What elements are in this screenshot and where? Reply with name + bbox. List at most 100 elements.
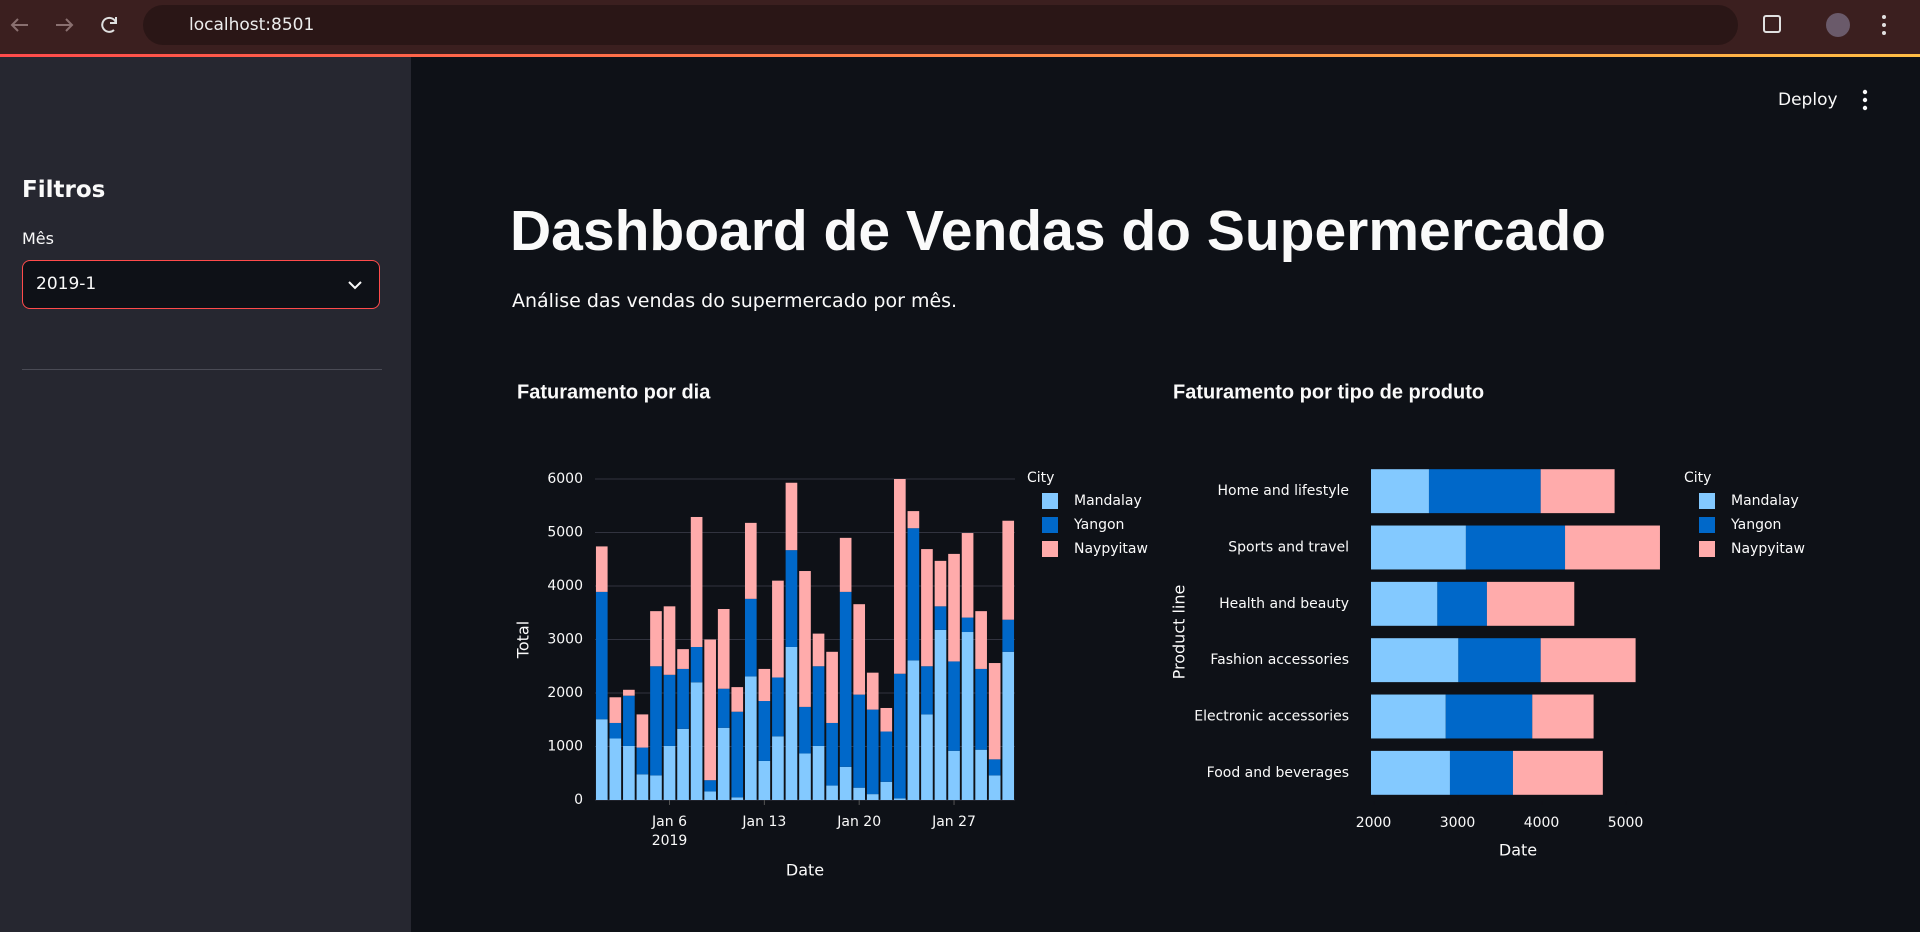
address-bar[interactable]: localhost:8501 (143, 5, 1738, 45)
bar-segment (975, 611, 987, 669)
bar-segment (799, 706, 811, 754)
bar-segment (623, 695, 635, 746)
bar-segment (839, 591, 852, 767)
bar-segment (1449, 750, 1513, 795)
bar-segment (948, 661, 960, 751)
bar-segment (623, 689, 635, 696)
bar-segment (636, 747, 649, 775)
bar-segment (948, 553, 960, 662)
bar-segment (894, 479, 906, 674)
bar-segment (948, 750, 960, 800)
bar-segment (1437, 581, 1487, 626)
browser-menu[interactable] (1882, 15, 1886, 35)
bar-segment (961, 617, 974, 633)
y-tick-label: 1000 (547, 739, 583, 755)
legend-title: City (1684, 470, 1711, 486)
y-tick-label: 5000 (547, 525, 583, 541)
legend-label: Yangon (1073, 517, 1124, 533)
legend-swatch (1042, 517, 1058, 533)
bar-segment (1371, 469, 1429, 514)
bar-segment (650, 775, 662, 800)
bar-segment (921, 714, 933, 800)
bar-segment (717, 727, 730, 800)
x-axis-label: Date (1499, 841, 1537, 860)
divider (22, 369, 382, 370)
bar-segment (1486, 581, 1575, 626)
bar-segment (704, 791, 716, 800)
legend-swatch (1699, 493, 1715, 509)
bar-segment (988, 775, 1001, 800)
y-axis-label: Total (514, 621, 533, 659)
bar-segment (677, 668, 689, 729)
y-axis-label: Product line (1170, 585, 1189, 680)
bar-segment (880, 707, 893, 732)
bar-segment (690, 516, 703, 647)
bar-segment (880, 781, 893, 800)
bar-segment (1445, 694, 1533, 739)
bar-segment (677, 728, 689, 800)
x-tick-label: Jan 13 (741, 814, 786, 830)
y-tick-label: 0 (574, 792, 583, 808)
x-tick-label: Jan 20 (836, 814, 881, 830)
bar-segment (826, 722, 838, 786)
legend-title: City (1027, 470, 1054, 486)
legend-label: Yangon (1730, 517, 1781, 533)
bar-segment (866, 709, 879, 795)
legend-swatch (1042, 541, 1058, 557)
bar-segment (880, 731, 893, 782)
main-subtitle: Análise das vendas do supermercado por m… (512, 290, 958, 312)
bar-segment (907, 660, 920, 800)
bar-segment (650, 666, 662, 776)
bar-segment (785, 646, 798, 800)
month-select[interactable]: 2019-1 (22, 260, 380, 309)
bar-segment (1002, 619, 1015, 652)
bar-segment (663, 745, 676, 800)
bar-segment (663, 674, 676, 746)
bar-segment (961, 533, 974, 618)
y-tick-label: Food and beverages (1207, 765, 1349, 781)
app-menu[interactable] (1860, 88, 1870, 112)
bar-segment (704, 780, 716, 792)
bar-segment (772, 677, 784, 737)
bar-segment (744, 676, 757, 800)
bar-segment (717, 609, 730, 689)
x-tick-label: 4000 (1524, 815, 1560, 831)
legend-label: Mandalay (1731, 493, 1799, 509)
extensions[interactable] (1763, 15, 1781, 33)
header-decoration (0, 54, 1920, 57)
reload-button[interactable] (101, 16, 117, 33)
bar-segment (636, 774, 649, 800)
back-button[interactable] (10, 18, 28, 32)
bar-segment (772, 580, 784, 678)
bar-segment (1532, 694, 1594, 739)
sidebar-title: Filtros (22, 177, 106, 203)
bar-segment (595, 719, 608, 800)
bar-segment (921, 549, 933, 667)
bar-segment (894, 673, 906, 799)
y-tick-label: Health and beauty (1219, 596, 1349, 612)
bar-segment (853, 604, 866, 695)
bar-segment (595, 546, 608, 592)
bar-segment (975, 668, 987, 750)
bar-segment (744, 522, 757, 599)
deploy-button[interactable]: Deploy (1778, 90, 1838, 110)
bar-segment (1002, 651, 1015, 800)
bar-segment (785, 550, 798, 647)
bar-segment (677, 649, 689, 669)
sidebar: Filtros Mês 2019-1 (0, 57, 411, 932)
x-tick-label: 5000 (1608, 815, 1644, 831)
bar-segment (934, 560, 947, 607)
bar-segment (853, 694, 866, 788)
forward-button[interactable] (56, 18, 74, 32)
bar-segment (839, 537, 852, 592)
select-value: 2019-1 (36, 274, 97, 294)
y-tick-label: Home and lifestyle (1218, 483, 1349, 499)
profile-avatar[interactable] (1826, 13, 1850, 37)
bar-segment (1540, 469, 1615, 514)
x-tick-label: 2000 (1356, 815, 1392, 831)
bar-segment (690, 682, 703, 800)
bar-segment (731, 797, 744, 800)
bar-segment (1002, 520, 1015, 620)
bar-segment (758, 668, 771, 702)
